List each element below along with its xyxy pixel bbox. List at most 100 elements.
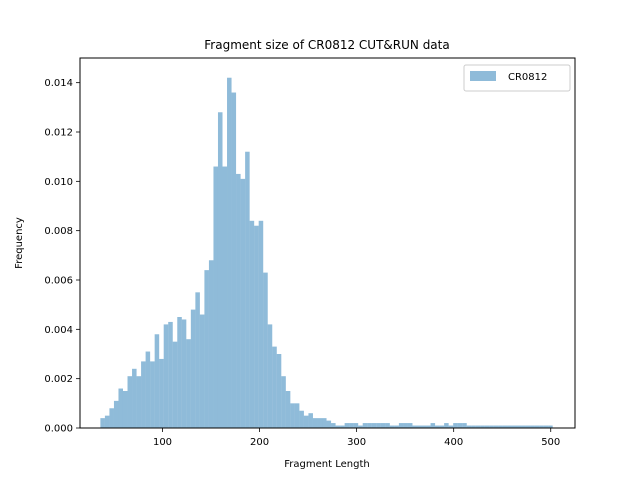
histogram-bar [435, 425, 440, 428]
histogram-bar [231, 92, 237, 429]
x-tick-label: 200 [250, 437, 269, 448]
histogram-bar [548, 425, 553, 428]
histogram-bar [525, 425, 531, 428]
histogram-bar [132, 368, 137, 428]
histogram-bar [299, 410, 304, 428]
histogram-bar [371, 423, 377, 428]
y-tick-label: 0.004 [44, 325, 73, 336]
legend: CR0812 [463, 64, 571, 92]
histogram-bar [466, 425, 472, 428]
histogram-bar [453, 423, 458, 428]
y-tick-label: 0.000 [44, 424, 73, 435]
histogram-bar [480, 425, 485, 428]
histogram-bar [412, 425, 417, 428]
histogram-bar [267, 324, 273, 428]
histogram-bar [385, 423, 390, 428]
histogram-bar [521, 425, 526, 428]
histogram-bar [516, 425, 522, 428]
y-tick-label: 0.002 [44, 374, 73, 385]
histogram-bar [444, 423, 449, 428]
histogram-bar [439, 425, 445, 428]
histogram-bar [331, 423, 336, 428]
x-tick-label: 400 [444, 437, 463, 448]
x-tick-label: 100 [153, 437, 172, 448]
histogram-bar [539, 425, 544, 428]
x-axis-title: Fragment Length [284, 459, 369, 470]
y-axis-title: Frequency [14, 217, 25, 269]
y-tick-label: 0.008 [44, 226, 73, 237]
histogram-bar [109, 408, 114, 428]
histogram-bar [276, 354, 282, 428]
histogram-bar [227, 77, 232, 428]
histogram-bar [213, 166, 218, 429]
histogram-bar [290, 403, 295, 428]
histogram-bar [294, 403, 300, 428]
histogram-bar [322, 418, 327, 428]
histogram-bar [127, 376, 133, 428]
histogram-bar [150, 361, 155, 428]
histogram-bar [335, 425, 341, 428]
histogram-bar [475, 425, 481, 428]
histogram-bar [376, 423, 381, 428]
histogram-bar [122, 391, 128, 428]
histogram-bar [154, 334, 160, 428]
histogram-bar [181, 319, 187, 428]
histogram-bar [245, 151, 250, 428]
histogram-bar [430, 423, 436, 428]
histogram-bar [394, 425, 399, 428]
histogram-bar [398, 423, 404, 428]
histogram-bar [344, 423, 350, 428]
y-tick-label: 0.006 [44, 276, 73, 287]
histogram-bar [272, 346, 277, 428]
histogram-bar [263, 272, 268, 428]
histogram-bar [285, 391, 291, 428]
histogram-bar [462, 423, 467, 428]
histogram-bar [362, 423, 368, 428]
histogram-bar [340, 425, 345, 428]
histogram-bar [141, 361, 146, 428]
histogram-bar [317, 418, 323, 428]
y-tick-label: 0.010 [44, 177, 73, 188]
histogram-bar [254, 225, 259, 428]
histogram-bar [217, 112, 223, 429]
histogram-bar [240, 178, 246, 428]
histogram-bar [159, 358, 164, 428]
histogram-bar [303, 415, 309, 428]
histogram-bar [222, 166, 228, 429]
histogram-bar [249, 220, 255, 428]
histogram-bar [349, 423, 354, 428]
histogram-bar [208, 260, 214, 428]
x-tick-label: 500 [541, 437, 560, 448]
histogram-bar [177, 317, 182, 428]
histogram-bar [543, 425, 549, 428]
histogram-bar [421, 425, 427, 428]
histogram-bar [113, 400, 119, 428]
histogram-bar [258, 220, 264, 428]
chart-title: Fragment size of CR0812 CUT&RUN data [204, 38, 449, 52]
histogram-bar [118, 388, 123, 428]
legend-swatch [470, 71, 496, 81]
histogram-bar [326, 420, 332, 428]
histogram-bar [380, 423, 386, 428]
histogram-bar [534, 425, 540, 428]
y-tick-label: 0.012 [44, 128, 73, 139]
histogram-bar [489, 425, 494, 428]
histogram-bar [190, 309, 196, 428]
histogram-bar [502, 425, 508, 428]
y-tick-label: 0.014 [44, 78, 73, 89]
bars-layer [100, 77, 553, 429]
histogram-bar [530, 425, 535, 428]
histogram-bar [426, 425, 431, 428]
x-axis: 100 200 300 400 500 [153, 428, 560, 448]
histogram-bar [367, 423, 372, 428]
x-tick-label: 300 [347, 437, 366, 448]
histogram-bar [104, 415, 110, 428]
histogram-bar [136, 376, 142, 428]
histogram-bar [204, 270, 209, 428]
histogram-bar [186, 339, 191, 428]
histogram-bar [484, 425, 490, 428]
plot-frame [79, 57, 576, 429]
histogram-bar [448, 425, 454, 428]
histogram-bar [100, 418, 105, 428]
